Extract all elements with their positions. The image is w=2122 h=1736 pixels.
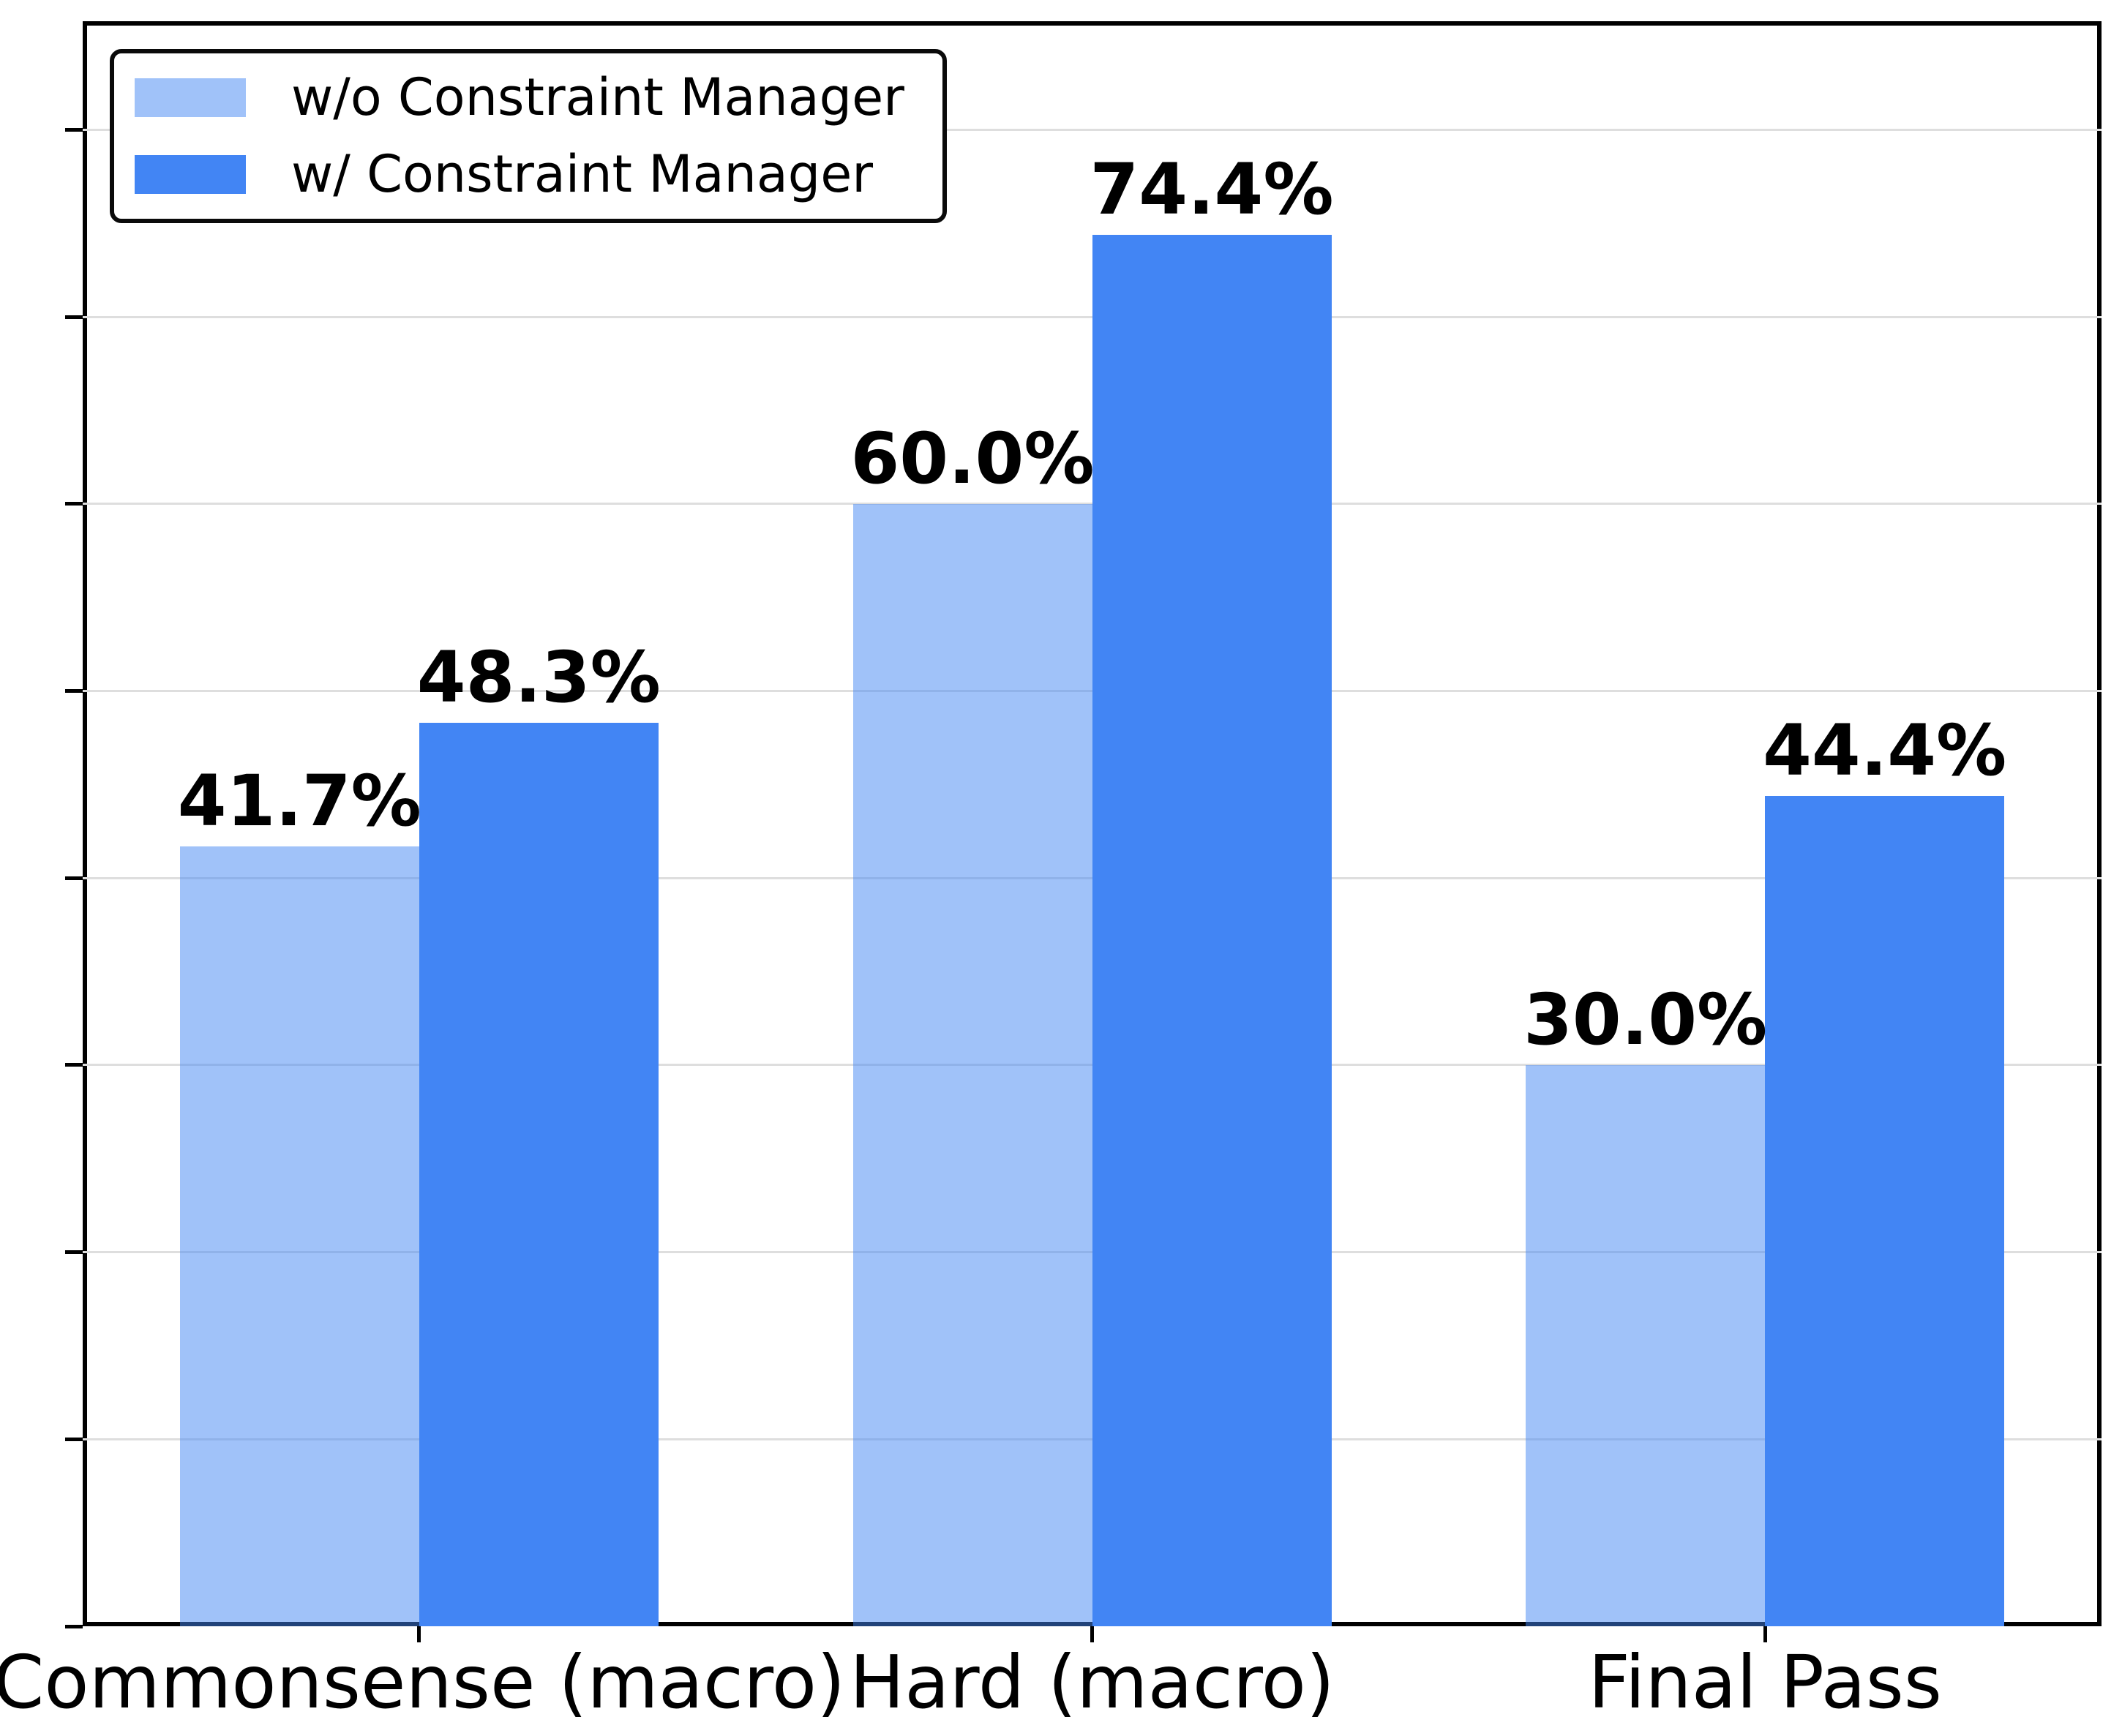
- gridline-80pct: [83, 128, 2102, 131]
- legend-label-with-constraint-manager: w/ Constraint Manager: [291, 144, 874, 204]
- bar-value-label-hard-macro-w-o-constraint-manager: 60.0%: [850, 417, 1095, 500]
- y-tick-10pct: [65, 1437, 83, 1441]
- y-tick-20pct: [65, 1250, 83, 1255]
- legend-label-without-constraint-manager: w/o Constraint Manager: [291, 67, 904, 127]
- legend-entry-without-constraint-manager: w/o Constraint Manager: [135, 67, 904, 129]
- bar-final-pass-w-o-constraint-manager: [1526, 1064, 1766, 1626]
- y-tick-0pct: [65, 1624, 83, 1628]
- bar-hard-macro-w-o-constraint-manager: [852, 503, 1092, 1626]
- bar-commonsense-macro-w-o-constraint-manager: [179, 846, 419, 1626]
- bar-value-label-commonsense-macro-w-constraint-manager: 48.3%: [416, 636, 661, 718]
- bar-commonsense-macro-w-constraint-manager: [419, 722, 659, 1626]
- legend-swatch-without-constraint-manager: [135, 78, 246, 117]
- y-tick-30pct: [65, 1063, 83, 1067]
- legend-entry-with-constraint-manager: w/ Constraint Manager: [135, 143, 904, 206]
- x-tick-commonsense-macro: [417, 1626, 421, 1642]
- y-tick-60pct: [65, 502, 83, 506]
- bar-hard-macro-w-constraint-manager: [1092, 234, 1332, 1626]
- bar-value-label-commonsense-macro-w-o-constraint-manager: 41.7%: [177, 759, 421, 842]
- x-axis-label-commonsense-macro: Commonsense (macro): [0, 1639, 846, 1725]
- y-tick-80pct: [65, 127, 83, 132]
- x-tick-hard-macro: [1090, 1626, 1094, 1642]
- x-axis-label-final-pass: Final Pass: [1588, 1639, 1942, 1725]
- y-tick-50pct: [65, 688, 83, 693]
- y-tick-40pct: [65, 876, 83, 880]
- bar-value-label-hard-macro-w-constraint-manager: 74.4%: [1090, 148, 1334, 230]
- y-tick-70pct: [65, 315, 83, 319]
- bar-value-label-final-pass-w-constraint-manager: 44.4%: [1763, 709, 2007, 792]
- bar-final-pass-w-constraint-manager: [1765, 795, 2005, 1626]
- x-tick-final-pass: [1763, 1626, 1767, 1642]
- legend-swatch-with-constraint-manager: [135, 155, 246, 194]
- legend: w/o Constraint Manager w/ Constraint Man…: [110, 49, 947, 223]
- bar-value-label-final-pass-w-o-constraint-manager: 30.0%: [1523, 978, 1768, 1061]
- x-axis-label-hard-macro: Hard (macro): [850, 1639, 1335, 1725]
